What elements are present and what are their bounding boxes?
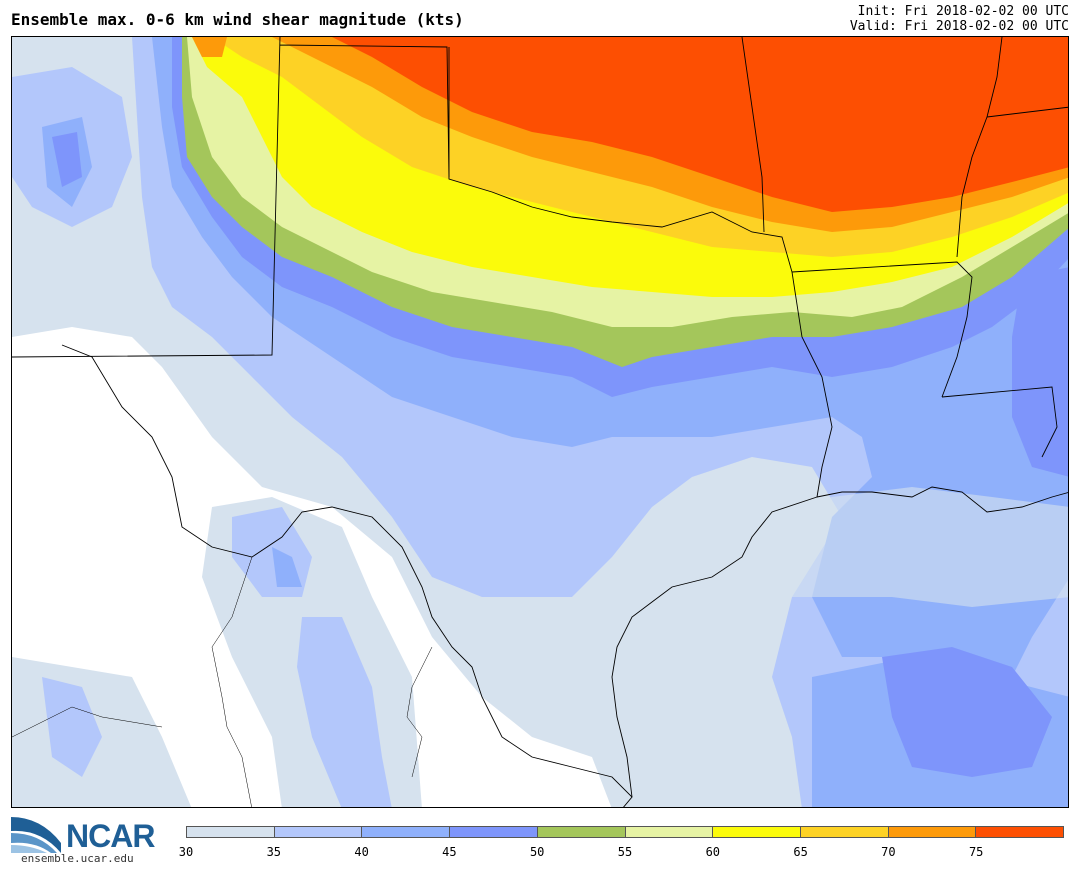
colorbar-ticks: 30 35 40 45 50 55 60 65 70 75 [179, 845, 1064, 859]
colorbar-swatch [800, 827, 889, 837]
oklahoma-border [448, 37, 973, 398]
colorbar-swatch [450, 827, 538, 837]
arkansas-border [941, 37, 1068, 458]
colorbar-swatch [713, 827, 801, 837]
ncar-logo-text: NCAR [66, 818, 155, 854]
shear-band-75 [332, 37, 1068, 212]
colorbar-tick-label: 35 [266, 845, 282, 859]
colorbar-swatch [888, 827, 977, 837]
colorbar-tick-label: 40 [354, 845, 369, 859]
mexico-border [61, 344, 633, 807]
colorbar-tick-label: 45 [442, 845, 457, 859]
colorbar-tick-label: 55 [617, 845, 633, 859]
colorbar-tick-label: 50 [529, 845, 545, 859]
gulf-water [752, 487, 1068, 607]
gulf-coastline [611, 486, 1068, 798]
colorbar-tick-label: 65 [793, 845, 808, 859]
colorbar-swatch [976, 827, 1064, 837]
texas-border [12, 37, 833, 498]
valid-time: Valid: Fri 2018-02-02 00 UTC [849, 19, 1069, 34]
map-graphic [12, 37, 1068, 807]
colorbar-tick-label: 60 [705, 845, 721, 859]
mexico-state-lines [12, 556, 433, 807]
colorbar-swatch [537, 827, 626, 837]
colorbar-swatch [625, 827, 714, 837]
ncar-logo-mark [11, 817, 61, 853]
colorbar-tick-label: 70 [881, 845, 896, 859]
colorbar-swatch [274, 827, 363, 837]
colorbar [186, 826, 1064, 838]
map-title: Ensemble max. 0-6 km wind shear magnitud… [11, 10, 464, 29]
state-borders [12, 37, 1068, 807]
colorbar-swatch [187, 827, 275, 837]
init-time: Init: Fri 2018-02-02 00 UTC [857, 4, 1069, 19]
time-info: Init: Fri 2018-02-02 00 UTC Valid: Fri 2… [850, 4, 1069, 34]
ncar-url: ensemble.ucar.edu [21, 852, 134, 865]
colorbar-tick-label: 30 [178, 845, 194, 859]
wind-shear-map [11, 36, 1069, 808]
colorbar-tick-label: 75 [968, 845, 984, 859]
colorbar-swatch [362, 827, 451, 837]
